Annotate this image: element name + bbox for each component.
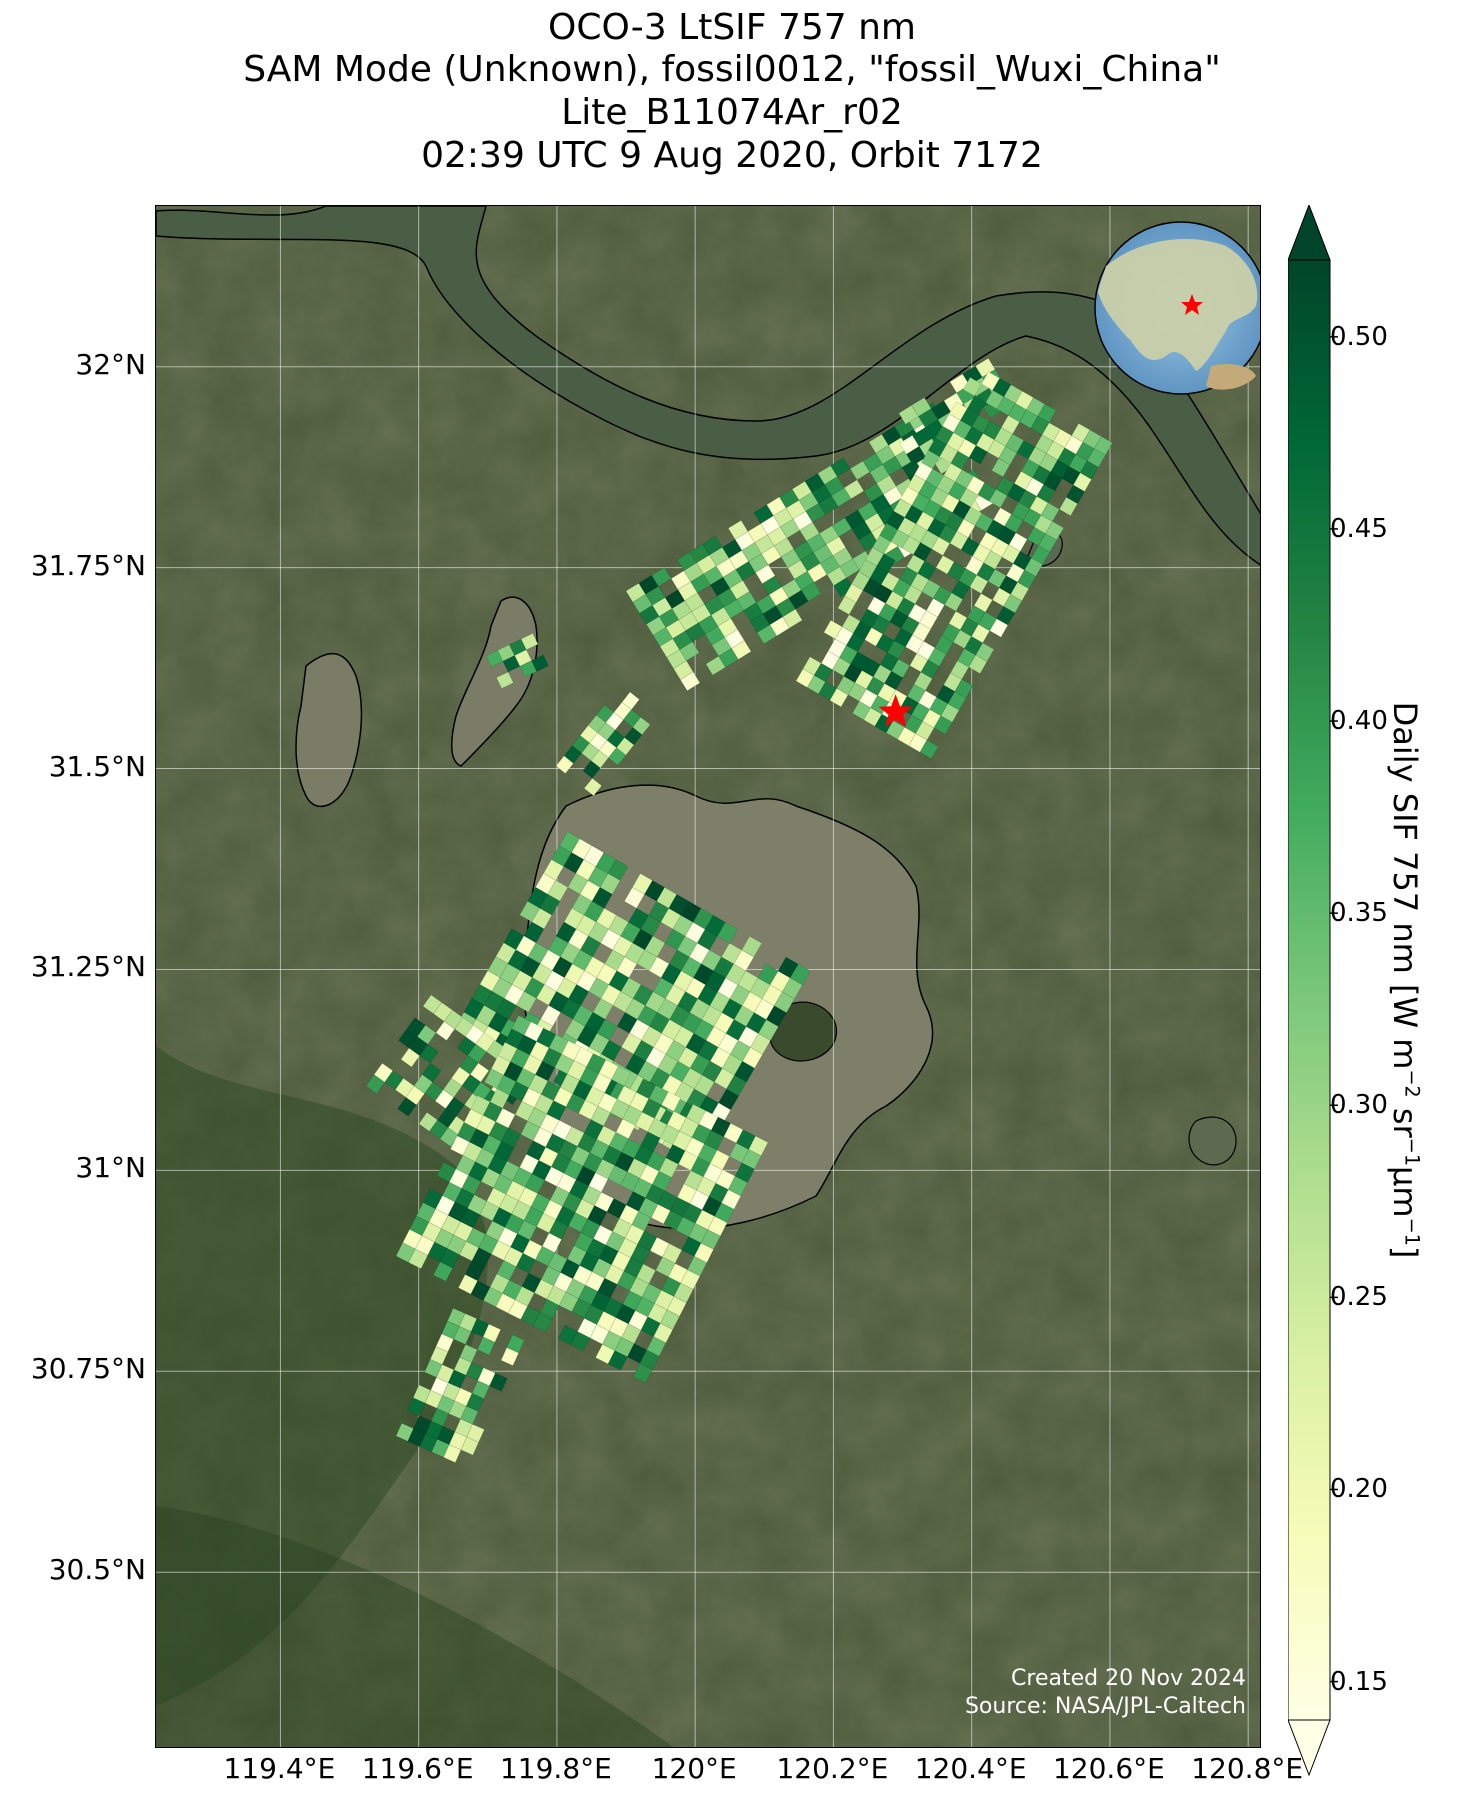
latitude-label: 30.5°N [48, 1553, 146, 1587]
colorbar-bottom-extend [1288, 1719, 1331, 1777]
latitude-label: 31.5°N [48, 749, 146, 783]
sounding-footprint [1093, 436, 1113, 456]
title-line-1: OCO-3 LtSIF 757 nm [548, 7, 916, 48]
longitude-label: 120°E [651, 1752, 737, 1785]
title-line-2: SAM Mode (Unknown), fossil0012, "fossil_… [243, 49, 1221, 90]
map-panel: Created 20 Nov 2024 Source: NASA/JPL-Cal… [155, 205, 1261, 1748]
sounding-footprint [466, 1423, 485, 1443]
sounding-footprint [782, 608, 803, 629]
sounding-footprint [801, 582, 822, 602]
map-canvas [156, 206, 1260, 1747]
colorbar-tick-label: 0.25 [1330, 1282, 1388, 1313]
sounding-footprint [975, 642, 995, 662]
globe-target-star [1181, 294, 1203, 315]
sounding-footprint [919, 739, 939, 759]
sif-soundings [365, 358, 1113, 1463]
sounding-footprint [717, 922, 738, 944]
latitude-label: 31.25°N [30, 950, 146, 984]
colorbar-tick-label: 0.35 [1330, 898, 1388, 929]
longitude-label: 120.2°E [776, 1752, 889, 1785]
sounding-footprint [496, 671, 514, 689]
latitude-label: 31.75°N [30, 548, 146, 582]
sounding-footprint [607, 859, 629, 881]
colorbar-tick-label: 0.50 [1330, 321, 1388, 352]
colorbar-tick-label: 0.40 [1330, 706, 1388, 737]
sounding-footprint [1037, 403, 1057, 423]
sounding-footprint [531, 654, 549, 672]
sounding-footprint [520, 633, 539, 651]
sounding-footprint [748, 1135, 769, 1156]
longitude-label: 119.8°E [499, 1752, 612, 1785]
sounding-footprint [679, 641, 700, 661]
sounding-footprint [489, 1372, 508, 1392]
colorbar-tick-label: 0.15 [1330, 1666, 1388, 1697]
sounding-footprint [621, 691, 640, 710]
sounding-footprint [1045, 521, 1064, 541]
sounding-footprint [954, 679, 974, 699]
colorbar-tick-label: 0.30 [1330, 1090, 1388, 1121]
colorbar [1288, 205, 1338, 1777]
title-line-4: 02:39 UTC 9 Aug 2020, Orbit 7172 [421, 135, 1043, 176]
yangtze-river [156, 206, 1260, 566]
sounding-footprint [421, 1062, 442, 1083]
target-star [878, 694, 913, 727]
colorbar-title: Daily SIF 757 nm [W m−2 sr−1μm−1] [1386, 701, 1424, 1259]
longitude-label: 120.4°E [914, 1752, 1027, 1785]
longitude-label: 120.8°E [1191, 1752, 1304, 1785]
latitude-label: 32°N [75, 347, 146, 381]
sounding-footprint [506, 1334, 525, 1354]
hills-southwest [156, 1046, 488, 1706]
sounding-footprint [741, 935, 763, 958]
credit-created: Created 20 Nov 2024 [1011, 1666, 1246, 1691]
sounding-footprint [419, 1043, 439, 1064]
colorbar-tick-label: 0.20 [1330, 1474, 1388, 1505]
sounding-footprint [731, 640, 752, 660]
longitude-label: 119.6°E [361, 1752, 474, 1785]
longitude-label: 120.6°E [1052, 1752, 1165, 1785]
credit-source: Source: NASA/JPL-Caltech [964, 1694, 1246, 1719]
globe-inset [1094, 221, 1260, 395]
globe-australia-land [1206, 364, 1256, 390]
sounding-footprint [789, 963, 811, 986]
lake-changdang [451, 596, 538, 767]
title-line-3: Lite_B11074Ar_r02 [561, 92, 903, 133]
sounding-footprint [611, 1065, 632, 1087]
colorbar-ramp [1288, 259, 1331, 1721]
sounding-footprint [876, 553, 896, 573]
sounding-footprint [661, 1091, 681, 1112]
sounding-footprint [680, 671, 701, 691]
lake-east [1188, 1116, 1237, 1166]
longitude-label: 119.4°E [223, 1752, 336, 1785]
colorbar-tick-label: 0.45 [1330, 513, 1388, 544]
latitude-label: 31°N [75, 1151, 146, 1185]
island-xishan [769, 1001, 838, 1062]
sounding-footprint [583, 777, 602, 797]
latitude-label: 30.75°N [30, 1352, 146, 1386]
colorbar-top-extend [1288, 205, 1331, 261]
sounding-footprint [632, 716, 651, 735]
globe-asia-land [1098, 238, 1258, 371]
sounding-footprint [482, 1323, 501, 1343]
hills-south [156, 1506, 674, 1747]
